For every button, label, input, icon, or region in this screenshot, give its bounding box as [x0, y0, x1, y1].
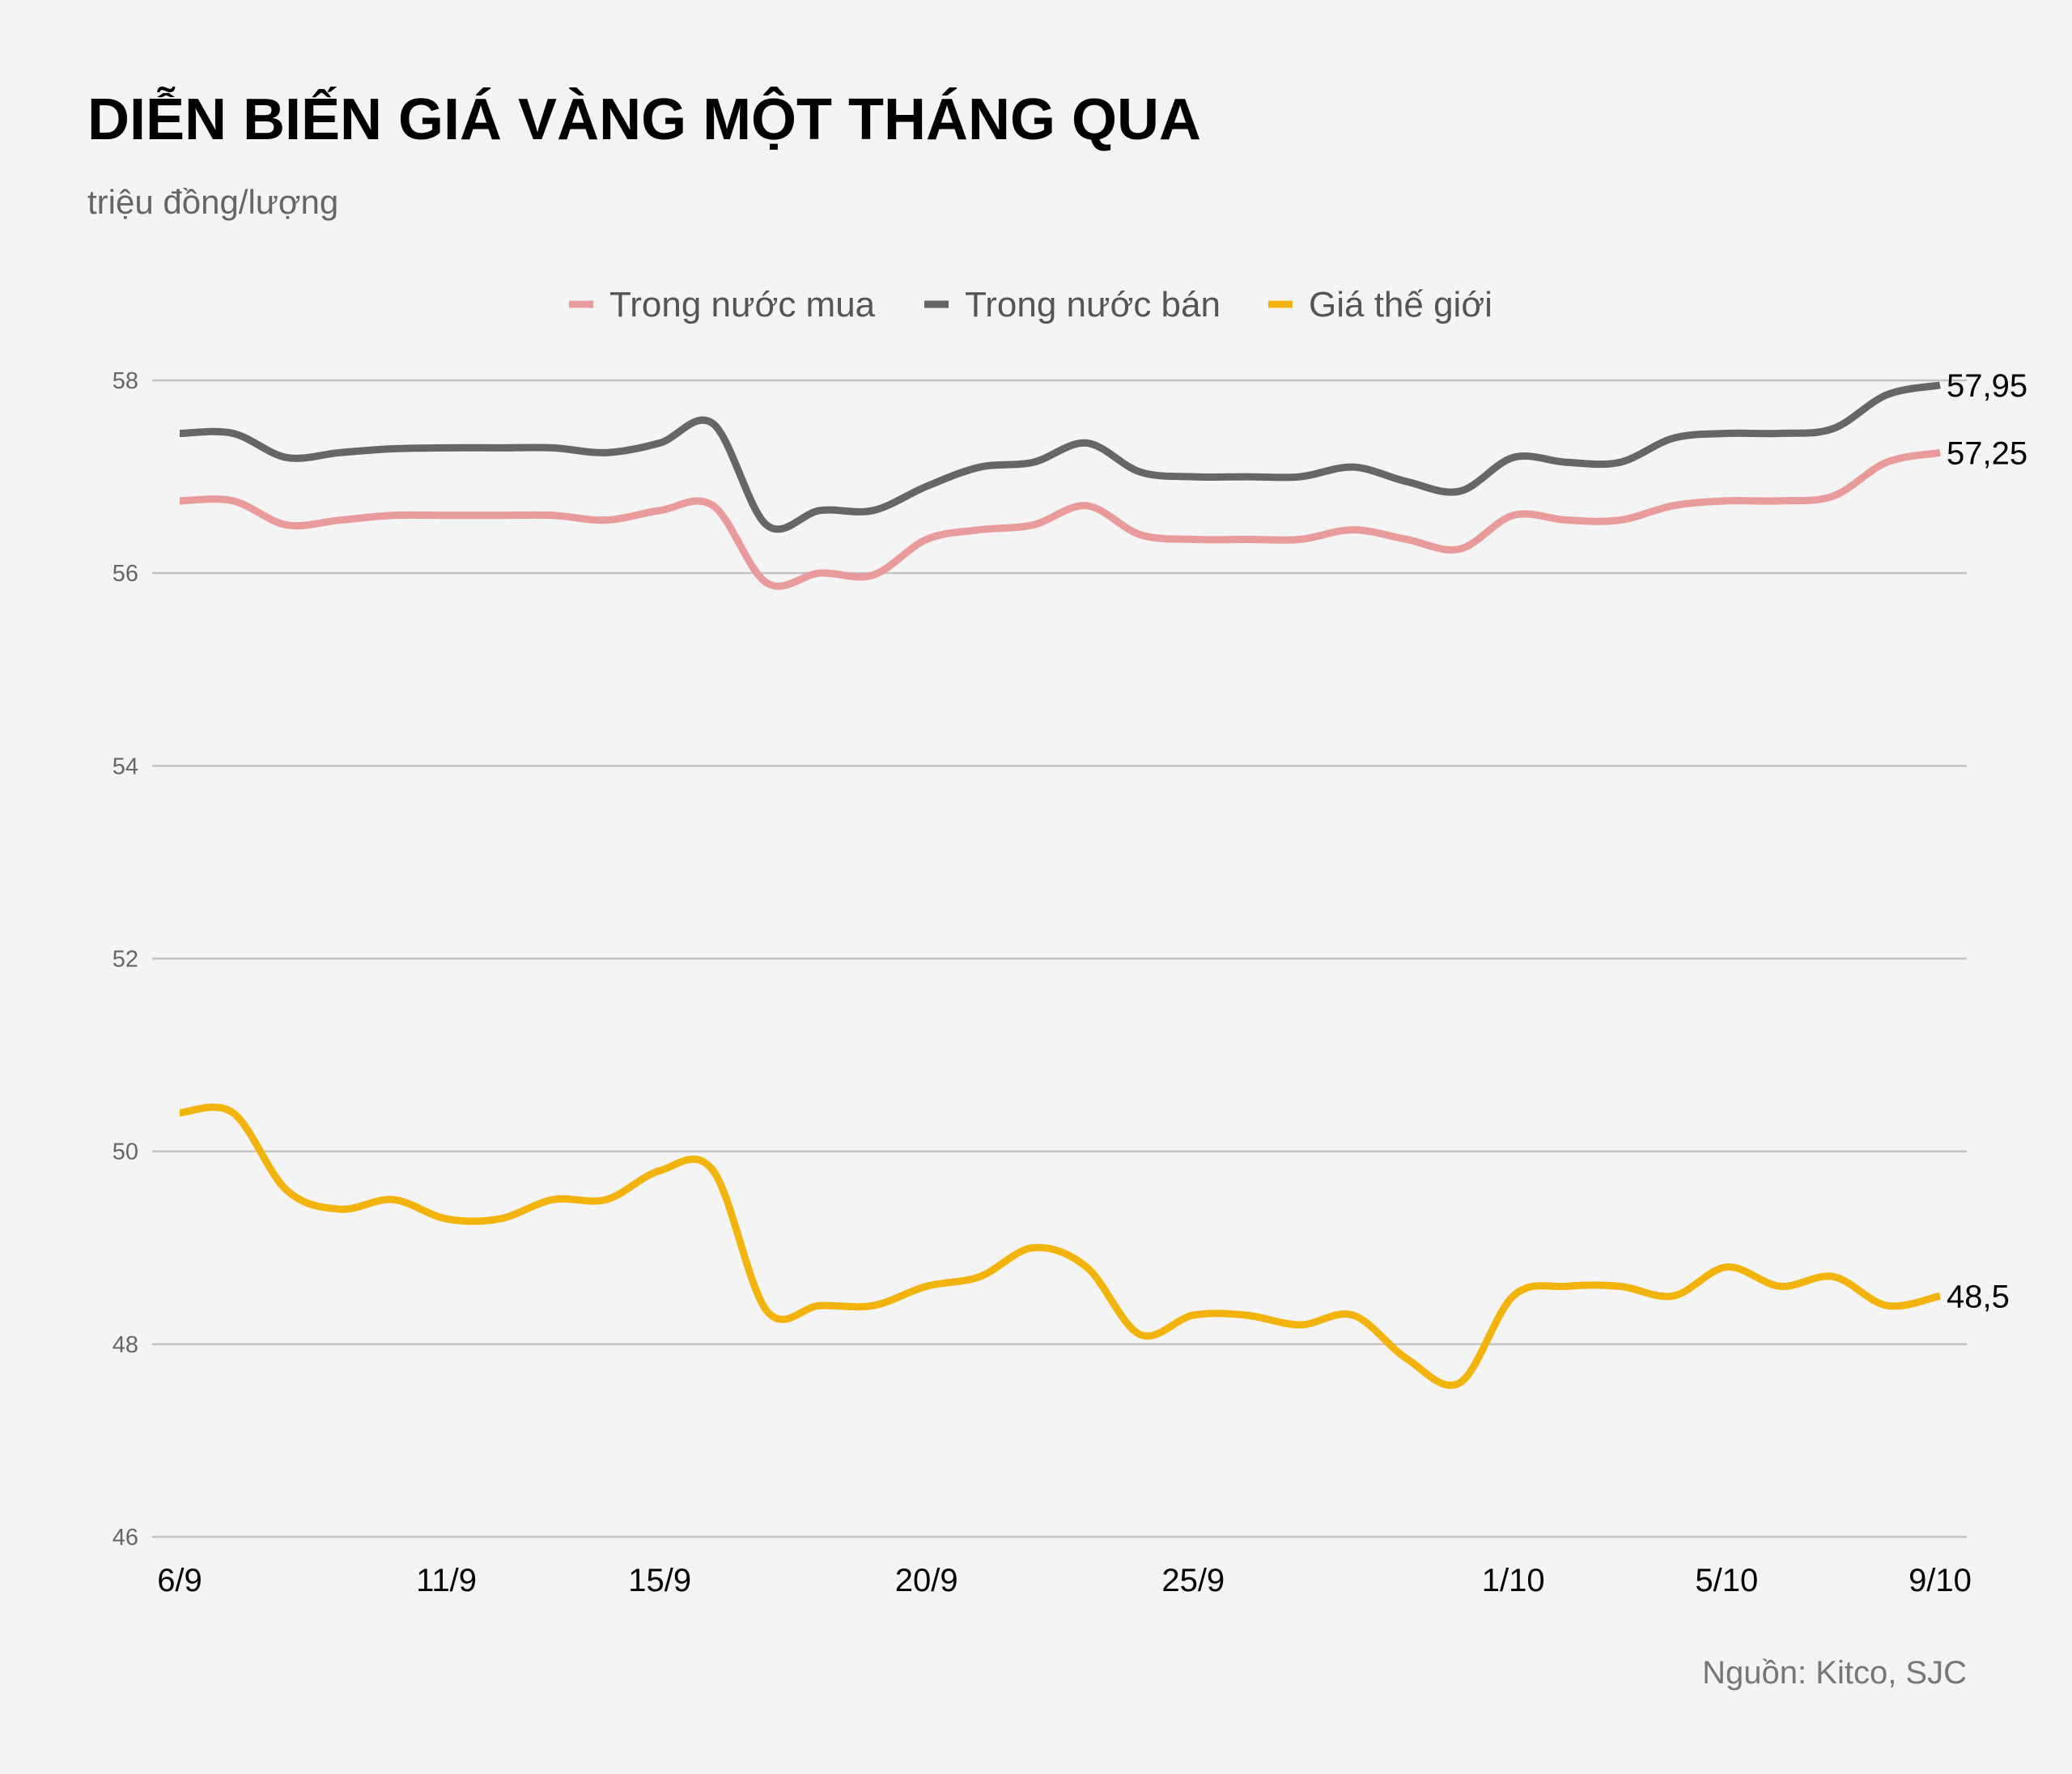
- chart-subtitle: triệu đồng/lượng: [87, 183, 338, 221]
- y-tick-label: 56: [113, 561, 138, 587]
- x-tick-label: 25/9: [1161, 1563, 1225, 1598]
- y-tick-label: 58: [113, 368, 138, 394]
- y-tick-label: 54: [113, 753, 138, 779]
- series-line: [179, 381, 1941, 533]
- x-tick-label: 20/9: [895, 1563, 958, 1598]
- x-tick-label: 1/10: [1482, 1563, 1545, 1598]
- legend: Trong nước mua Trong nước bán Giá thế giới: [569, 285, 1492, 325]
- chart-title: DIỄN BIẾN GIÁ VÀNG MỘT THÁNG QUA: [87, 87, 1201, 152]
- end-labels: 57,25 57,95 48,5: [1947, 368, 2027, 1314]
- source-note: Nguồn: Kitco, SJC: [1702, 1655, 1967, 1691]
- legend-label: Trong nước bán: [965, 285, 1221, 325]
- gridlines: [152, 379, 1967, 1538]
- x-tick-label: 11/9: [416, 1563, 477, 1598]
- end-value-label: 57,25: [1947, 435, 2027, 471]
- x-tick-label: 6/9: [157, 1563, 202, 1598]
- x-axis-ticks: 6/9 11/9 15/9 20/9 25/9 1/10 5/10 9/10: [157, 1563, 1972, 1598]
- y-tick-label: 48: [113, 1332, 138, 1358]
- y-tick-label: 46: [113, 1525, 138, 1551]
- y-tick-label: 52: [113, 947, 138, 973]
- x-tick-label: 15/9: [628, 1563, 691, 1598]
- series-line: [179, 448, 1941, 590]
- x-tick-label: 5/10: [1695, 1563, 1758, 1598]
- legend-label: Giá thế giới: [1309, 285, 1492, 325]
- y-tick-label: 50: [113, 1140, 138, 1165]
- series-line: [179, 1103, 1942, 1390]
- x-tick-label: 9/10: [1909, 1563, 1972, 1598]
- end-value-label: 57,95: [1947, 368, 2027, 404]
- y-axis-ticks: 46 48 50 52 54 56 58: [113, 368, 138, 1551]
- legend-label: Trong nước mua: [609, 285, 876, 325]
- series-lines: [179, 381, 1942, 1390]
- end-value-label: 48,5: [1947, 1279, 2010, 1314]
